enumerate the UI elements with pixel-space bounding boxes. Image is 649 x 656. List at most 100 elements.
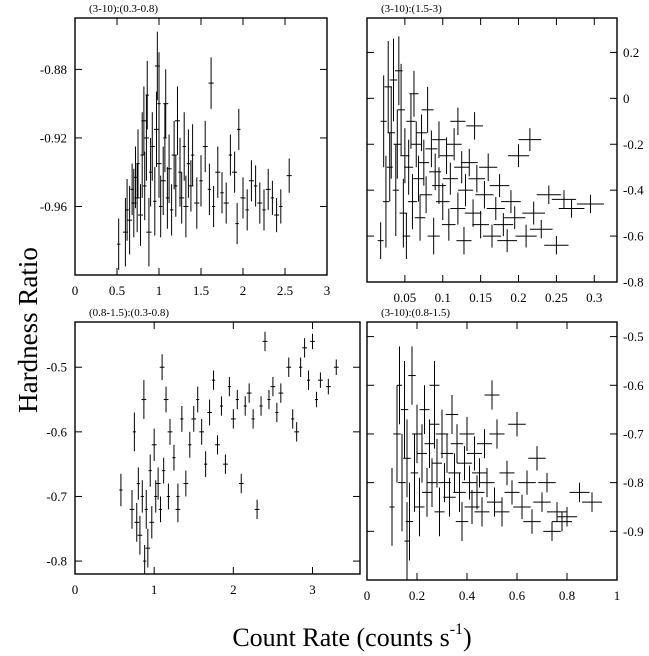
x-tick-label: 2 bbox=[230, 582, 237, 597]
data-point bbox=[397, 346, 402, 425]
data-point bbox=[446, 128, 462, 161]
data-point bbox=[169, 184, 174, 236]
data-point bbox=[129, 490, 135, 529]
data-point bbox=[486, 197, 505, 221]
data-point bbox=[450, 107, 466, 136]
data-point bbox=[515, 224, 537, 248]
data-point bbox=[160, 146, 166, 216]
data-point bbox=[416, 114, 427, 152]
data-point bbox=[439, 137, 454, 175]
data-points bbox=[117, 31, 292, 270]
x-tick-label: 0.2 bbox=[409, 588, 425, 603]
data-point bbox=[127, 185, 133, 255]
x-tick-label: 0.15 bbox=[469, 290, 492, 305]
data-point bbox=[497, 229, 517, 253]
data-point bbox=[438, 463, 451, 503]
data-point bbox=[469, 475, 485, 510]
data-point bbox=[134, 163, 140, 233]
x-tick-label: 0.8 bbox=[559, 588, 575, 603]
data-point bbox=[199, 418, 205, 445]
data-point bbox=[310, 333, 315, 350]
data-point bbox=[418, 139, 430, 186]
data-point bbox=[306, 370, 311, 390]
data-point bbox=[270, 180, 275, 216]
plot-frame bbox=[366, 321, 618, 581]
data-point bbox=[504, 480, 520, 505]
x-tick-label: 0.5 bbox=[109, 283, 125, 298]
data-point bbox=[413, 155, 424, 202]
y-tick-label: -0.5 bbox=[623, 329, 644, 344]
data-point bbox=[432, 438, 442, 488]
y-tick-label: -0.5 bbox=[46, 360, 67, 375]
data-point bbox=[504, 206, 526, 230]
data-point bbox=[159, 175, 163, 238]
data-point bbox=[174, 155, 178, 217]
data-point bbox=[133, 146, 138, 209]
data-point bbox=[191, 406, 197, 432]
data-point bbox=[174, 86, 180, 156]
data-point bbox=[270, 376, 276, 397]
data-point bbox=[513, 494, 531, 520]
data-point bbox=[489, 419, 505, 449]
data-point bbox=[445, 395, 459, 434]
panel-title: (3-10):(1.5-3) bbox=[381, 3, 442, 15]
data-point bbox=[384, 40, 392, 133]
data-point bbox=[232, 151, 238, 193]
data-point bbox=[143, 544, 147, 574]
data-point bbox=[544, 236, 569, 255]
data-point bbox=[400, 128, 410, 184]
data-point bbox=[410, 121, 422, 168]
data-point bbox=[254, 499, 260, 520]
data-point bbox=[425, 130, 438, 168]
data-point bbox=[536, 185, 561, 204]
panel-title: (3-10):(0.8-1.5) bbox=[381, 307, 450, 319]
data-point bbox=[325, 378, 331, 395]
data-point bbox=[484, 380, 500, 410]
data-point bbox=[207, 163, 212, 216]
data-point bbox=[245, 189, 249, 231]
data-point bbox=[157, 52, 161, 156]
data-point bbox=[235, 389, 239, 410]
y-tick-label: -0.88 bbox=[40, 62, 67, 77]
data-point bbox=[482, 224, 502, 248]
data-point bbox=[455, 502, 469, 542]
data-point bbox=[421, 86, 434, 133]
data-point bbox=[149, 112, 155, 181]
data-point bbox=[314, 391, 319, 408]
data-point bbox=[434, 487, 445, 537]
data-point bbox=[183, 470, 189, 497]
data-point bbox=[404, 502, 410, 580]
data-point bbox=[387, 86, 396, 179]
data-point bbox=[460, 148, 478, 177]
data-point bbox=[286, 158, 292, 193]
data-point bbox=[145, 60, 149, 130]
panel-title: (3-10):(0.3-0.8) bbox=[89, 3, 158, 15]
data-point bbox=[215, 146, 221, 198]
y-axis-label: Hardness Ratio bbox=[13, 247, 43, 413]
data-point bbox=[253, 165, 258, 207]
data-point bbox=[211, 370, 216, 390]
panel-1: (3-10):(0.3-0.8) 0 0.5 1 1.5 2 2.5 3 -0.96 -0.92 -… bbox=[40, 3, 330, 298]
data-point bbox=[146, 197, 152, 267]
data-point bbox=[557, 506, 577, 527]
x-tick-label: 0.2 bbox=[510, 290, 526, 305]
data-point bbox=[140, 112, 144, 198]
panel-2: (3-10):(1.5-3) 0.05 0.1 0.15 0.2 0.25 0.3 -0.8 -… bbox=[366, 3, 644, 305]
data-point bbox=[291, 409, 295, 429]
y-tick-label: -0.2 bbox=[623, 137, 644, 152]
y-tick-label: -0.8 bbox=[46, 554, 67, 569]
data-point bbox=[207, 399, 212, 426]
data-point bbox=[141, 380, 147, 419]
data-point bbox=[453, 472, 466, 512]
x-tick-label: 0 bbox=[364, 588, 371, 603]
data-point bbox=[167, 418, 173, 445]
data-points bbox=[377, 36, 605, 260]
x-tick-label: 0.25 bbox=[545, 290, 568, 305]
plot-frame bbox=[74, 321, 361, 575]
data-point bbox=[389, 468, 395, 546]
data-point bbox=[179, 172, 185, 224]
x-tick-label: 3 bbox=[309, 582, 316, 597]
data-point bbox=[507, 144, 530, 168]
y-tick-label: -0.6 bbox=[623, 229, 644, 244]
